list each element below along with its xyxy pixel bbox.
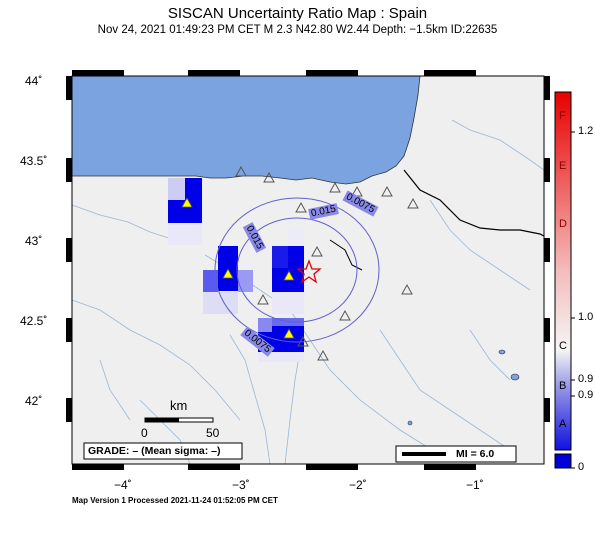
colorbar-letter: D	[559, 218, 567, 230]
scale-tick-start: 0	[141, 426, 148, 440]
scale-bar	[144, 417, 214, 423]
colorbar-value: 1.2	[578, 125, 594, 137]
lat-label: 42.5˚	[20, 314, 48, 328]
lakes	[407, 349, 520, 426]
lat-label: 43.5˚	[20, 154, 48, 168]
scale-tick-end: 50	[206, 426, 220, 440]
sea-area	[71, 75, 421, 185]
map-subtitle: Nov 24, 2021 01:49:23 PM CET M 2.3 N42.8…	[97, 24, 498, 36]
colorbar-letter: B	[559, 380, 567, 392]
colorbar-letter: A	[559, 418, 567, 430]
grade-box-frame	[83, 442, 243, 460]
colorbar-letter: F	[559, 110, 566, 122]
mi-box-frame	[395, 445, 517, 463]
colorbar-value: 0	[578, 461, 585, 473]
lon-label: −2˚	[349, 478, 367, 492]
colorbar-value: 1.0	[578, 311, 594, 323]
colorbar-value: 0.9	[578, 389, 594, 401]
lat-label: 42˚	[25, 394, 43, 408]
lat-label: 43˚	[25, 234, 43, 248]
colorbar-letter: C	[559, 340, 567, 352]
epicenter-star	[296, 259, 322, 284]
lat-label: 44˚	[25, 74, 43, 88]
uncertainty-contours	[214, 197, 380, 343]
lon-label: −1˚	[466, 478, 484, 492]
colorbar-value: 0.9	[578, 373, 594, 385]
mi-line	[402, 452, 446, 456]
grade-text: GRADE: – (Mean sigma: –)	[88, 445, 221, 457]
footer-processed: Map Version 1 Processed 2021‑11‑24 01:52…	[72, 496, 278, 505]
mi-text: MI = 6.0	[456, 448, 495, 460]
border-line	[403, 169, 545, 237]
colorbar-min-cell	[554, 453, 572, 469]
lon-label: −3˚	[232, 478, 250, 492]
scale-unit: km	[170, 398, 188, 413]
colorbar-letter: E	[559, 160, 567, 172]
stations-used	[181, 197, 295, 339]
colorbar-ticks	[571, 131, 575, 469]
lon-label: −4˚	[114, 478, 132, 492]
uncertainty-cells	[168, 178, 304, 362]
map-title: SISCAN Uncertainty Ratio Map : Spain	[167, 5, 428, 22]
colorbar	[554, 91, 572, 451]
frame-ticks	[66, 70, 550, 470]
